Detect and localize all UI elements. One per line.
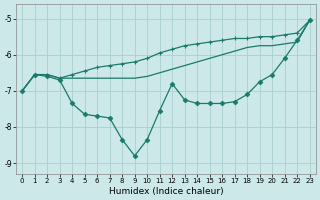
X-axis label: Humidex (Indice chaleur): Humidex (Indice chaleur) bbox=[108, 187, 223, 196]
